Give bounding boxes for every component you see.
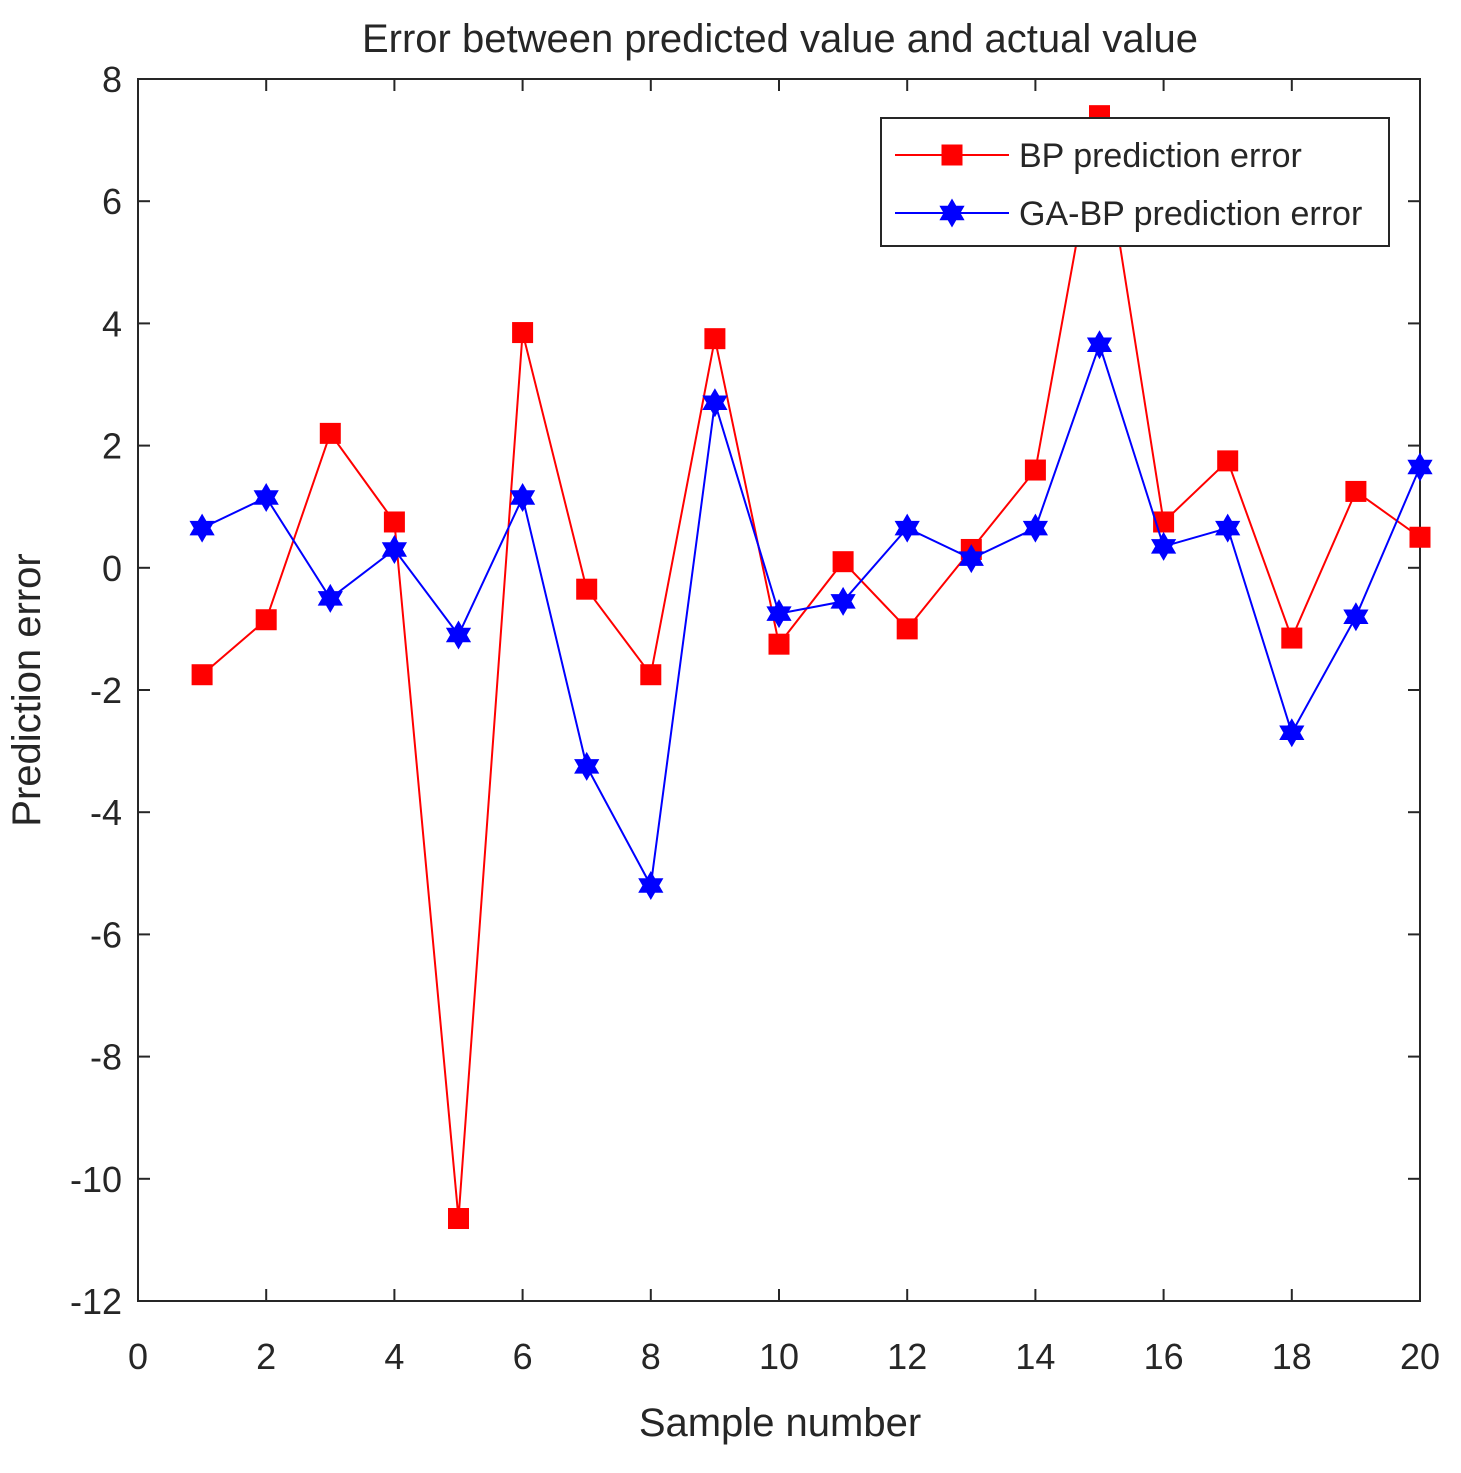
data-point (317, 583, 343, 613)
data-point (1407, 452, 1433, 482)
series-line (201, 115, 1421, 1219)
legend: BP prediction error GA-BP prediction erro… (880, 117, 1390, 247)
x-tick-label: 16 (1144, 1336, 1184, 1377)
data-point (191, 664, 213, 686)
x-tick-label: 6 (513, 1336, 533, 1377)
y-tick-label: -2 (90, 670, 122, 711)
data-point (1024, 459, 1046, 481)
y-tick-label: -6 (90, 914, 122, 955)
x-tick-label: 14 (1015, 1336, 1055, 1377)
y-tick-label: -10 (70, 1159, 122, 1200)
data-point (1215, 513, 1241, 543)
data-point (255, 609, 277, 631)
y-tick-label: 0 (102, 548, 122, 589)
data-point (445, 620, 472, 650)
data-point (383, 511, 405, 533)
data-point (574, 751, 600, 781)
x-tick-label: 0 (128, 1336, 148, 1377)
data-point (512, 322, 534, 344)
data-point (894, 513, 920, 543)
x-tick-label: 4 (384, 1336, 404, 1377)
data-point (766, 599, 792, 629)
y-tick-label: 8 (102, 59, 122, 100)
data-point (381, 535, 408, 564)
x-tick-label: 8 (641, 1336, 661, 1377)
data-point (1281, 627, 1303, 649)
y-tick-label: -4 (90, 792, 122, 833)
data-point (1279, 718, 1305, 748)
series-line (201, 341, 1421, 889)
legend-label: GA-BP prediction error (1019, 195, 1362, 233)
plot-series (189, 105, 1433, 1230)
data-point (958, 544, 984, 574)
x-tick-label: 2 (256, 1336, 276, 1377)
x-tick-label: 10 (759, 1336, 799, 1377)
x-tick-label: 12 (887, 1336, 927, 1377)
data-point (768, 633, 790, 655)
data-point (704, 328, 726, 350)
series-ga-bp (189, 330, 1433, 900)
legend-marker (939, 198, 965, 228)
data-point (1022, 513, 1049, 543)
data-point (1345, 480, 1367, 502)
data-point (253, 483, 279, 512)
y-tick-label: -12 (70, 1281, 122, 1322)
legend-box (880, 117, 1390, 247)
data-point (1343, 602, 1369, 632)
legend-marker (941, 144, 963, 166)
data-point (640, 664, 662, 686)
data-point (832, 551, 854, 573)
axes: 0 2 4 6 8 10 12 14 16 18 20 -12 -10 -8 -6 -4 -2 0 2 4 6 8 (70, 59, 1440, 1377)
data-point (448, 1208, 469, 1230)
data-point (1086, 330, 1113, 360)
data-point (319, 422, 341, 444)
data-point (189, 513, 215, 543)
data-point (1217, 450, 1239, 472)
data-point (1409, 526, 1431, 548)
data-point (576, 578, 598, 600)
data-point (1150, 531, 1177, 561)
y-axis-label: Prediction error (5, 553, 49, 826)
data-point (509, 483, 536, 512)
data-point (638, 871, 664, 900)
x-axis-label: Sample number (639, 1401, 921, 1445)
y-tick-label: 2 (102, 426, 122, 467)
data-point (702, 388, 728, 418)
y-tick-label: 6 (102, 181, 122, 222)
y-tick-label: -8 (90, 1037, 122, 1078)
legend-label: BP prediction error (1019, 137, 1302, 175)
x-tick-label: 20 (1400, 1336, 1440, 1377)
x-tick-label: 18 (1272, 1336, 1312, 1377)
data-point (830, 586, 856, 616)
plot-frame (137, 78, 1421, 1302)
data-point (896, 618, 918, 640)
series-bp (191, 105, 1431, 1230)
y-tick-label: 4 (102, 303, 122, 344)
chart-title: Error between predicted value and actual… (362, 17, 1198, 61)
